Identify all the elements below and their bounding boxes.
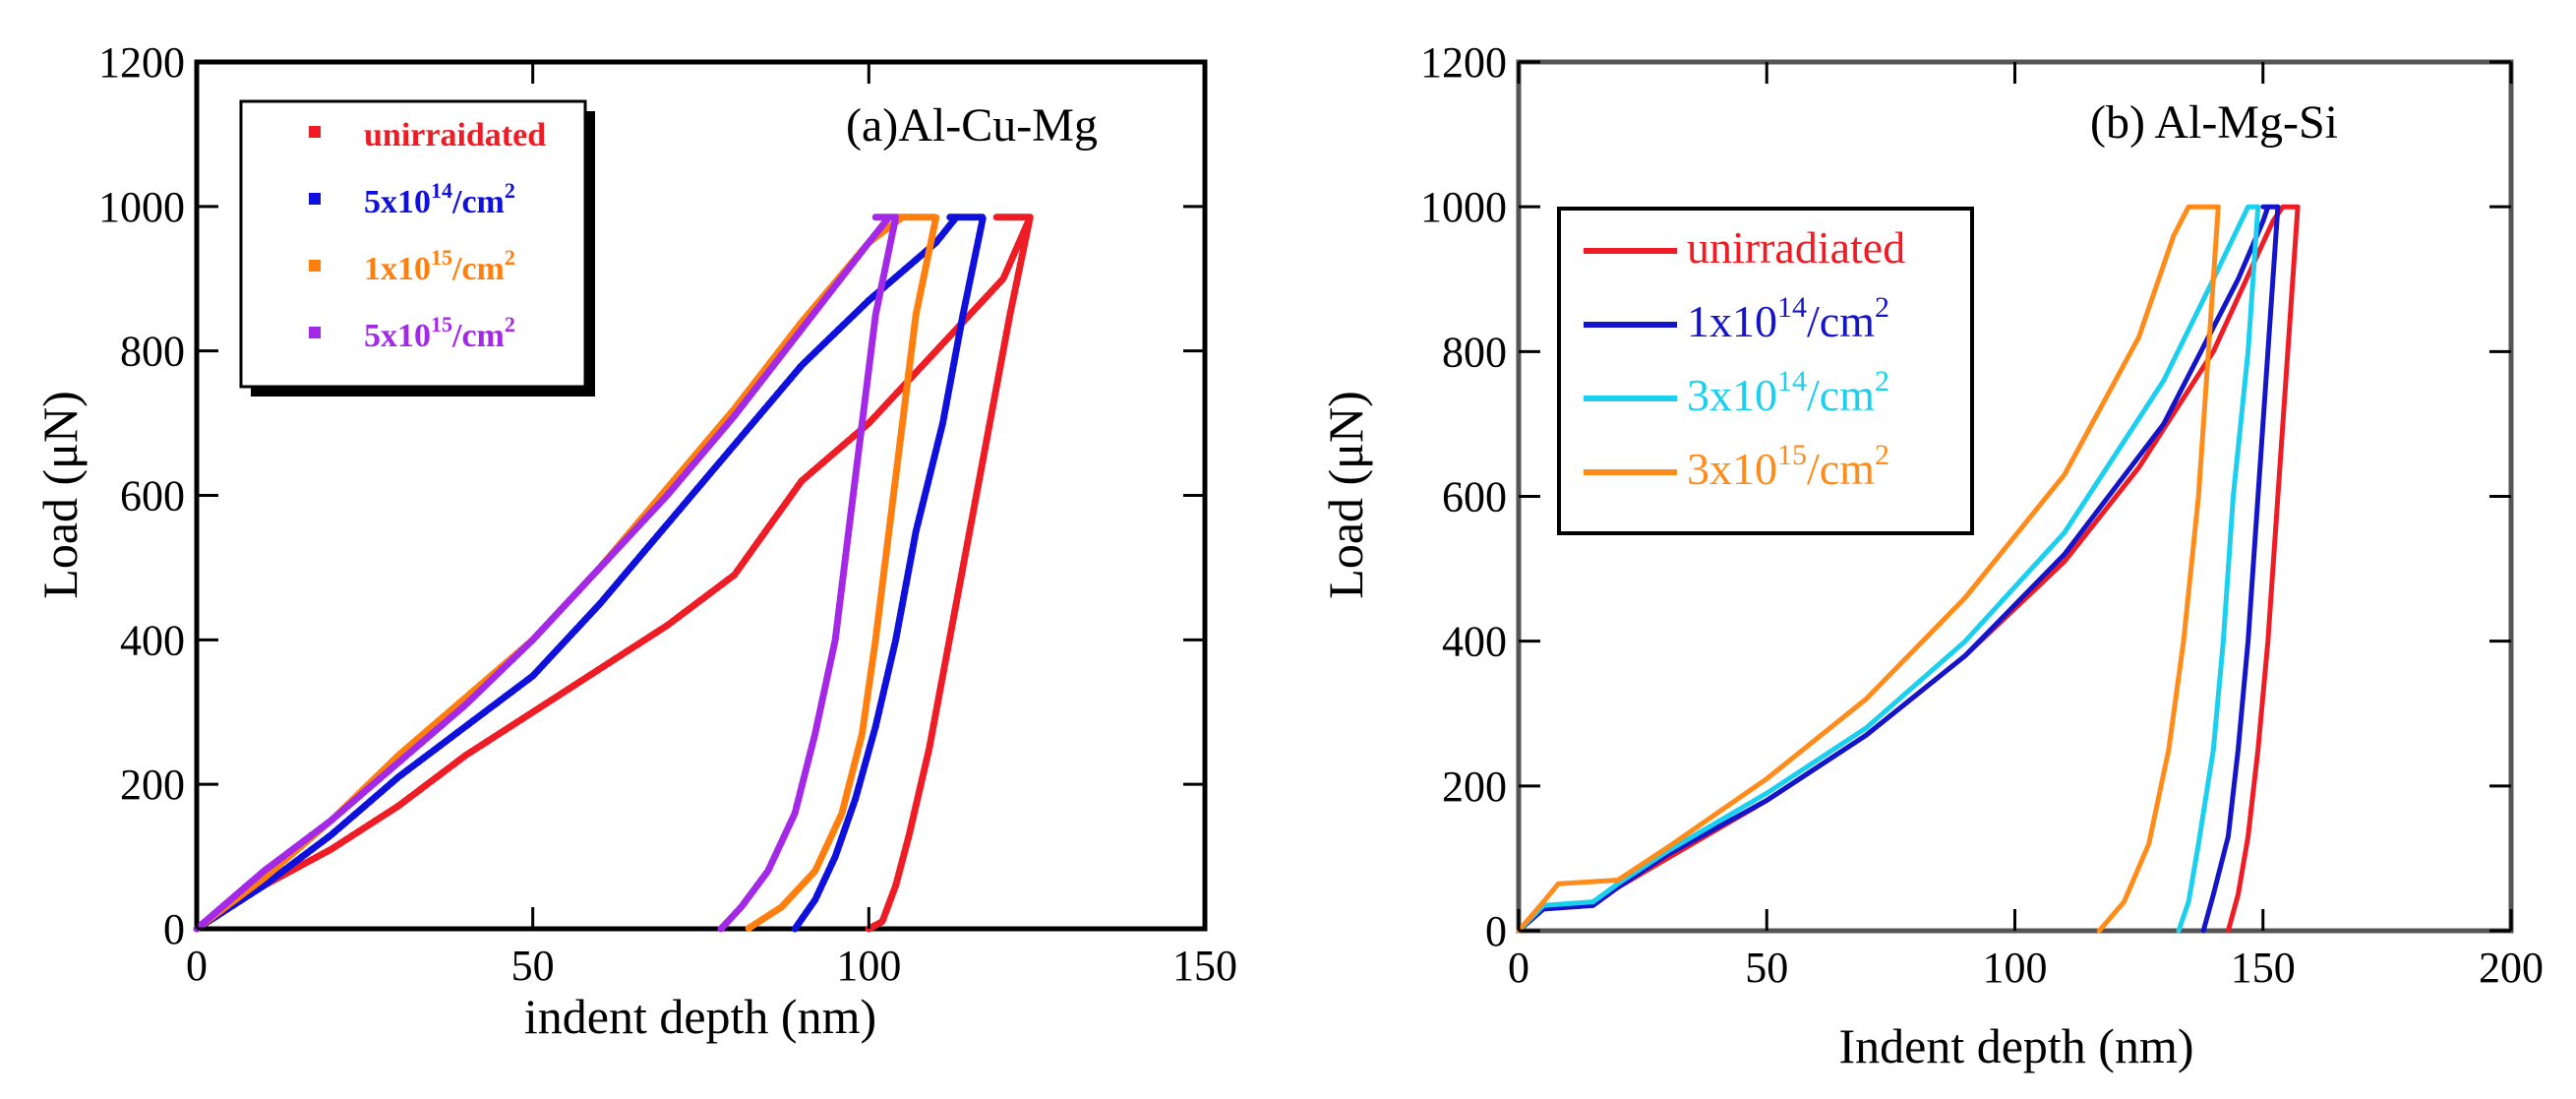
panel-b-legend-label-base: 1x10 [1687, 296, 1777, 346]
panel-b-legend-label-base: 3x10 [1687, 370, 1777, 420]
panel-a-legend-marker [309, 327, 321, 338]
panel-a-legend-label: 1x1015/cm2 [364, 245, 515, 287]
panel-b-y-tick-label: 800 [1442, 328, 1507, 376]
panel-b-y-axis-label: Load (μN) [1318, 391, 1373, 598]
panel-a-legend: unirraidated5x1014/cm21x1015/cm25x1015/c… [239, 99, 595, 397]
panel-b-legend-label-base: 3x10 [1687, 444, 1777, 494]
panel-b-legend-label-exponent: 14 [1777, 291, 1807, 324]
panel-a-legend-label-base: unirraidated [364, 117, 546, 153]
panel-b-series-2-curve [1516, 204, 2261, 934]
panel-b-x-tick-label: 200 [2479, 944, 2544, 992]
panel-b-x-tick-label: 100 [1983, 944, 2048, 992]
panel-b-series-3-curve [1516, 204, 2221, 934]
panel-b-y-tick-label: 1000 [1420, 183, 1507, 231]
panel-b-legend-label-base: unirradiated [1687, 222, 1905, 273]
panel-b-legend-label: 3x1015/cm2 [1687, 439, 1889, 494]
panel-a-legend-label-exponent: 15 [431, 312, 452, 336]
panel-a-x-tick-label: 50 [511, 942, 555, 990]
panel-b-x-axis-label: Indent depth (nm) [1838, 1018, 2193, 1073]
panel-a-y-tick-label: 1200 [98, 38, 185, 87]
panel-b-legend: unirradiated1x1014/cm23x1014/cm23x1015/c… [1557, 207, 1974, 535]
panel-b-series-1-curve [1516, 204, 2281, 934]
panel-b-y-tick-label: 200 [1442, 763, 1507, 811]
panel-b-x-tick-label: 50 [1745, 944, 1788, 992]
panel-b-chart: 0 200 400 600 800 1000 1200 0 50 100 150 200 (b) A… [1318, 38, 2544, 1073]
panel-b-y-tick-label: 0 [1485, 907, 1507, 955]
panel-b-legend-label-unit: /cm [1807, 296, 1875, 346]
panel-b-legend-box [1557, 207, 1974, 535]
panel-a-legend-label-unit-exponent: 2 [505, 178, 515, 203]
panel-b-y-tick-label: 600 [1442, 473, 1507, 521]
panel-b-legend-label: 3x1014/cm2 [1687, 365, 1889, 420]
panel-a-x-axis-label: indent depth (nm) [524, 989, 876, 1044]
panel-a-legend-marker [309, 260, 321, 272]
panel-a-y-tick-label: 0 [163, 905, 185, 953]
panel-b-y-tick-label: 1200 [1420, 38, 1507, 87]
panel-a-legend-label-unit-exponent: 2 [505, 245, 515, 270]
panel-a-legend-label-unit: /cm [451, 184, 505, 220]
panel-a-legend-label-base: 1x10 [364, 251, 431, 287]
panel-a-x-tick-label: 100 [836, 942, 901, 990]
panel-a-y-tick-label: 600 [120, 472, 185, 520]
panel-a-legend-marker [309, 126, 321, 138]
panel-a-series-0-curve [193, 214, 1034, 933]
panel-a-y-tick-label: 200 [120, 761, 185, 809]
panel-a-legend-label: unirraidated [364, 117, 546, 153]
panel-b-legend-label: unirradiated [1687, 222, 1905, 273]
panel-b-legend-label-unit-exponent: 2 [1875, 291, 1889, 324]
panel-a-legend-label-unit-exponent: 2 [505, 312, 515, 336]
panel-a-legend-label-unit: /cm [451, 318, 505, 354]
panel-b-legend-label-unit-exponent: 2 [1875, 365, 1889, 397]
panel-a-legend-label-exponent: 14 [431, 178, 452, 203]
panel-a-y-tick-label: 400 [120, 616, 185, 664]
panel-b-legend-label-exponent: 14 [1777, 365, 1807, 397]
panel-b-x-tick-label: 0 [1508, 944, 1529, 992]
panel-a-series-3-curve [193, 214, 900, 933]
panel-a-y-axis-label: Load (μN) [32, 391, 88, 598]
panel-b-legend-label: 1x1014/cm2 [1687, 291, 1889, 346]
panel-a-chart: 0 200 400 600 800 1000 1200 0 50 100 150 (a)Al-Cu… [32, 38, 1237, 1044]
panel-a-title: (a)Al-Cu-Mg [846, 99, 1098, 152]
panel-a-legend-label-base: 5x10 [364, 318, 431, 354]
panel-a-y-tick-label: 800 [120, 328, 185, 376]
panel-a-x-tick-label: 0 [186, 942, 208, 990]
panel-a-legend-label-unit: /cm [451, 251, 505, 287]
panel-b-x-tick-label: 150 [2231, 944, 2296, 992]
panel-a-legend-label-base: 5x10 [364, 184, 431, 220]
panel-a-legend-label-exponent: 15 [431, 245, 452, 270]
panel-b-legend-label-exponent: 15 [1777, 439, 1807, 471]
panel-b-legend-label-unit: /cm [1807, 444, 1875, 494]
panel-a-y-tick-label: 1000 [98, 183, 185, 231]
panel-a-legend-label: 5x1014/cm2 [364, 178, 515, 220]
panel-b-legend-label-unit: /cm [1807, 370, 1875, 420]
panel-a-series-1-curve [193, 214, 987, 933]
panel-a-series-2-curve [193, 214, 940, 933]
panel-b-y-tick-label: 400 [1442, 618, 1507, 666]
panel-b-legend-label-unit-exponent: 2 [1875, 439, 1889, 471]
panel-a-x-tick-label: 150 [1172, 942, 1237, 990]
panel-a-legend-box [239, 99, 587, 389]
panel-a-legend-label: 5x1015/cm2 [364, 312, 515, 354]
panel-a-legend-marker [309, 193, 321, 205]
panel-b-title: (b) Al-Mg-Si [2090, 96, 2338, 149]
